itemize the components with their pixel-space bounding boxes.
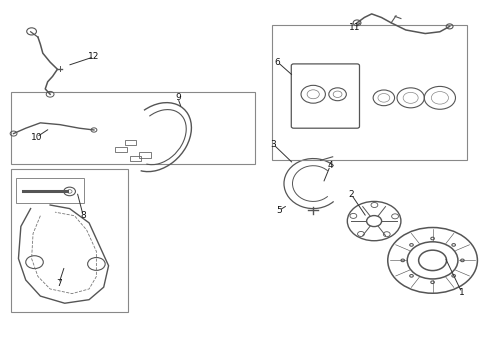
Text: 12: 12 — [88, 52, 99, 61]
Text: 4: 4 — [327, 161, 333, 170]
Text: 9: 9 — [175, 93, 181, 102]
Text: 1: 1 — [459, 288, 465, 297]
Bar — [272, 24, 466, 160]
Text: 10: 10 — [31, 132, 42, 141]
Bar — [11, 93, 255, 164]
Bar — [129, 156, 141, 161]
Text: 2: 2 — [348, 190, 354, 199]
Text: 11: 11 — [349, 23, 361, 32]
Bar — [11, 169, 128, 312]
Text: 5: 5 — [276, 206, 282, 215]
Bar — [139, 152, 151, 158]
Bar — [16, 178, 84, 203]
Text: 8: 8 — [80, 211, 86, 220]
Text: 6: 6 — [275, 58, 280, 67]
Bar — [115, 147, 126, 153]
Text: 3: 3 — [270, 140, 276, 149]
Text: 7: 7 — [56, 279, 62, 288]
Bar — [124, 140, 136, 145]
